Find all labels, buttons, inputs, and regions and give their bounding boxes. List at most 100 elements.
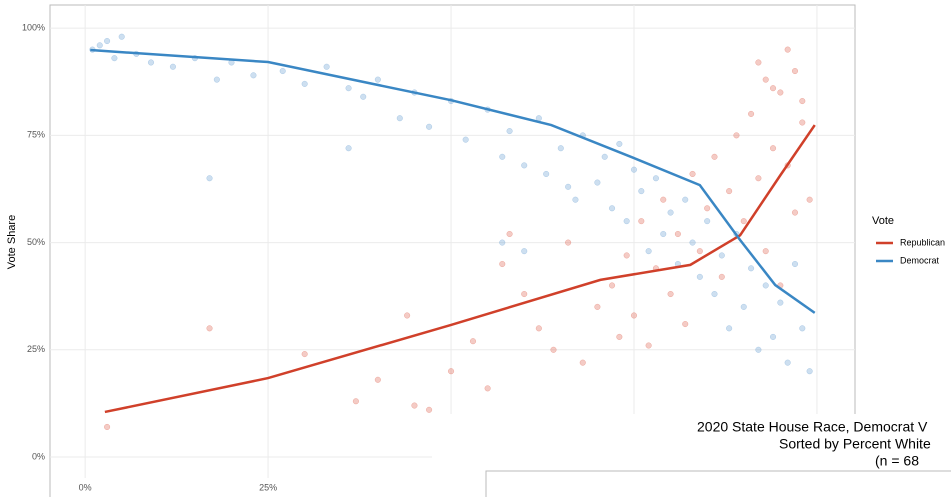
overlay-panel <box>485 470 951 497</box>
x-tick-label: 0% <box>79 482 92 492</box>
data-point <box>426 123 433 130</box>
data-point <box>777 299 784 306</box>
data-point <box>111 55 118 62</box>
data-point <box>660 196 667 203</box>
data-point <box>755 346 762 353</box>
data-point <box>769 85 777 92</box>
trend-line <box>90 48 816 314</box>
data-point <box>791 260 799 268</box>
data-point <box>323 63 330 70</box>
data-point <box>411 402 418 409</box>
data-point <box>623 218 630 225</box>
data-point <box>104 423 111 431</box>
data-point <box>696 248 703 255</box>
x-tick-label: 25% <box>259 482 277 492</box>
data-point <box>206 175 213 182</box>
data-point <box>616 333 623 340</box>
data-point <box>704 218 711 225</box>
data-point <box>118 33 125 40</box>
data-point <box>645 342 652 349</box>
data-point <box>711 153 718 160</box>
data-point <box>755 175 762 182</box>
data-point <box>806 368 813 375</box>
data-point <box>206 325 213 332</box>
data-point <box>169 63 176 70</box>
data-point <box>374 76 381 83</box>
data-point <box>726 325 733 332</box>
data-point <box>674 230 681 238</box>
data-point <box>104 37 111 45</box>
data-point <box>352 398 359 405</box>
overlay-count: (n = 68 <box>875 453 919 469</box>
data-point <box>696 273 703 280</box>
data-point <box>301 351 308 358</box>
data-point <box>733 132 740 139</box>
data-point <box>594 179 601 186</box>
data-point <box>740 303 747 310</box>
data-point <box>799 98 806 105</box>
data-point <box>360 93 367 100</box>
data-point <box>396 115 403 122</box>
data-point <box>667 209 674 216</box>
data-point <box>565 239 572 246</box>
data-point <box>718 273 725 280</box>
data-point <box>689 170 696 178</box>
data-point <box>499 153 506 160</box>
data-point <box>748 265 755 272</box>
data-point <box>718 252 725 259</box>
data-point <box>791 209 799 216</box>
data-point <box>799 325 806 332</box>
y-tick-label: 50% <box>27 237 45 247</box>
trend-line <box>104 124 816 414</box>
data-point <box>791 67 799 75</box>
data-point <box>374 376 381 383</box>
data-point <box>543 170 550 178</box>
data-point <box>506 128 513 135</box>
data-point <box>572 196 579 203</box>
y-tick-label: 100% <box>22 23 45 33</box>
data-point <box>404 312 411 319</box>
data-point <box>726 188 733 195</box>
overlay-title: 2020 State House Race, Democrat V <box>697 419 928 435</box>
y-tick-label: 0% <box>32 451 45 461</box>
data-point <box>689 239 696 246</box>
data-point <box>506 230 513 238</box>
data-point <box>667 290 674 298</box>
data-point <box>147 59 155 66</box>
data-point <box>608 205 616 212</box>
data-point <box>616 140 623 147</box>
data-point <box>521 162 528 169</box>
data-point <box>499 239 506 246</box>
data-point <box>652 175 659 182</box>
legend-label: Republican <box>900 237 945 247</box>
data-point <box>279 67 286 75</box>
data-point <box>601 153 608 160</box>
data-point <box>784 46 791 53</box>
overlay-window: 2020 State House Race, Democrat V Sorted… <box>432 414 951 497</box>
data-point <box>762 76 769 83</box>
y-axis-label: Vote Share <box>6 215 18 269</box>
data-point <box>682 196 689 203</box>
data-point <box>704 205 711 212</box>
data-point <box>740 218 747 225</box>
y-tick-label: 75% <box>27 130 45 140</box>
data-point <box>769 333 777 340</box>
data-point <box>484 385 491 392</box>
y-tick-label: 25% <box>27 344 45 354</box>
data-point <box>638 218 645 225</box>
data-point <box>608 282 616 289</box>
data-point <box>301 80 308 87</box>
data-point <box>426 406 433 413</box>
data-point <box>623 252 630 259</box>
data-point <box>777 89 784 96</box>
data-point <box>711 290 718 298</box>
overlay-subtitle: Sorted by Percent White <box>779 436 931 452</box>
data-point <box>645 248 652 255</box>
data-point <box>250 72 257 79</box>
data-point <box>755 59 762 66</box>
data-point <box>499 260 506 268</box>
data-point <box>594 303 601 310</box>
legend-title: Vote <box>872 215 894 227</box>
data-point <box>535 325 542 332</box>
